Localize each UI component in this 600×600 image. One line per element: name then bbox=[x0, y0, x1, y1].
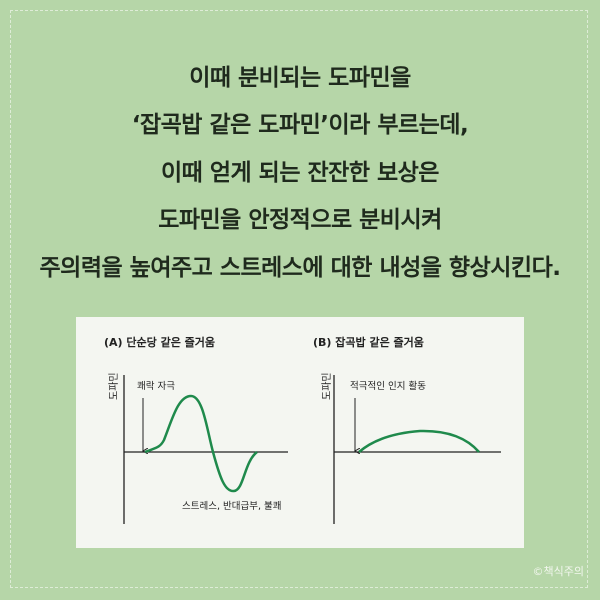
panel-b-curve bbox=[358, 429, 480, 453]
headline-line-5: 주의력을 높여주고 스트레스에 대한 내성을 향상시킨다. bbox=[39, 255, 561, 281]
headline-line-3: 이때 얻게 되는 잔잔한 보상은 bbox=[161, 160, 439, 186]
headline-line-4: 도파민을 안정적으로 분비시켜 bbox=[158, 207, 442, 233]
panel-b-ylabel: 도파민 bbox=[321, 372, 333, 400]
decorative-border bbox=[10, 10, 588, 588]
headline-line-2: ‘잡곡밥 같은 도파민’이라 부르는데, bbox=[131, 112, 469, 138]
panel-b-title: (B) 잡곡밥 같은 즐거움 bbox=[313, 335, 424, 349]
panel-a-dip-label: 스트레스, 반대급부, 불쾌 bbox=[182, 501, 281, 512]
panel-a-curve bbox=[144, 394, 258, 493]
panel-a-ylabel: 도파민 bbox=[108, 372, 120, 400]
panel-a-title: (A) 단순당 같은 즐거움 bbox=[104, 335, 215, 349]
panel-a-arrow-label: 쾌락 자극 bbox=[137, 380, 175, 392]
credit-watermark: ©책식주의 bbox=[532, 565, 584, 578]
headline-line-1: 이때 분비되는 도파민을 bbox=[189, 65, 411, 91]
figure-panel bbox=[76, 317, 524, 548]
panel-b-arrow-label: 적극적인 인지 활동 bbox=[350, 380, 426, 392]
